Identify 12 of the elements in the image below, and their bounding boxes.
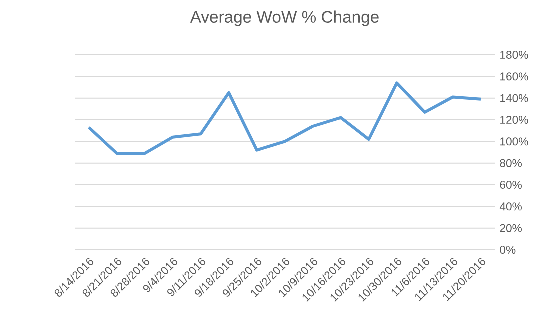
y-tick-label: 180%: [500, 51, 528, 60]
y-tick-label: 140%: [500, 94, 528, 102]
y-tick-label: 60%: [500, 181, 522, 190]
y-tick-label: 120%: [500, 116, 528, 124]
y-tick-label: 100%: [500, 138, 528, 146]
y-tick-label: 40%: [500, 202, 522, 211]
chart-title: Average WoW % Change: [190, 10, 379, 26]
y-tick-label: 0%: [500, 246, 516, 254]
y-tick-label: 80%: [500, 159, 522, 168]
y-tick-label: 160%: [500, 72, 528, 81]
line-series: [88, 82, 482, 156]
y-tick-label: 20%: [500, 224, 522, 232]
